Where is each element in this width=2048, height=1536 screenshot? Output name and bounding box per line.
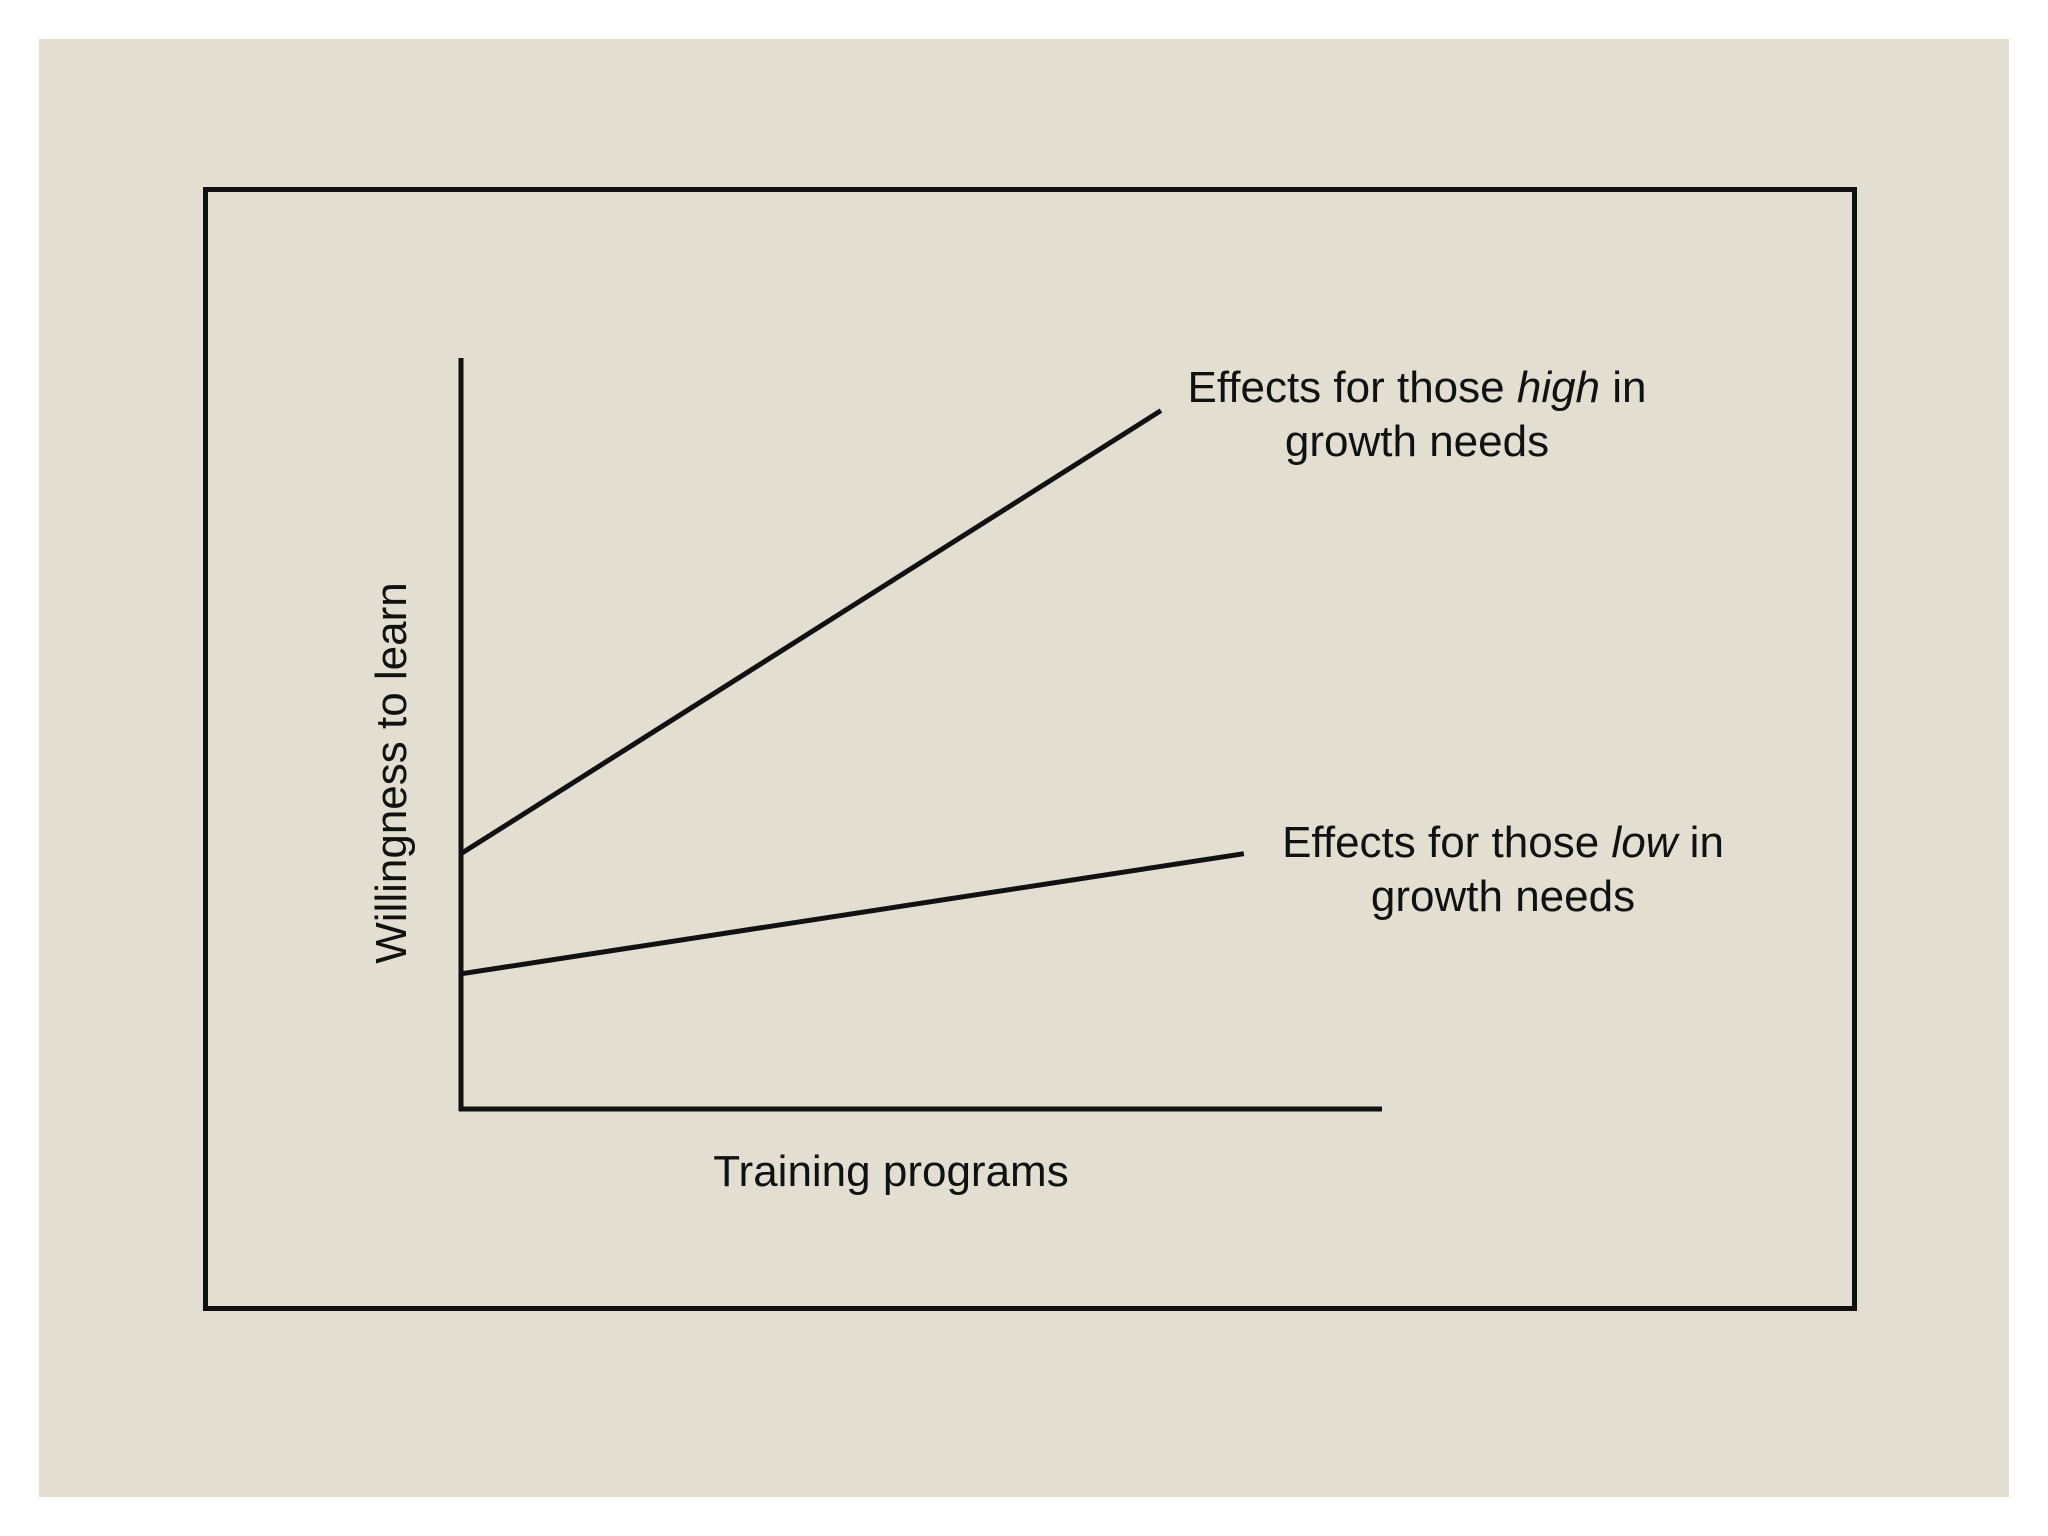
y-axis-label: Willingness to learn	[367, 582, 416, 964]
annotation-low-prefix: Effects for those	[1282, 818, 1611, 867]
annotation-high-line1: Effects for those high in	[1187, 363, 1646, 412]
x-axis-label: Training programs	[713, 1147, 1068, 1196]
figure-panel	[39, 39, 2009, 1497]
annotation-high-emphasis: high	[1517, 363, 1600, 412]
annotation-low-line2: growth needs	[1371, 872, 1635, 921]
annotation-high-line2: growth needs	[1285, 417, 1549, 466]
series-line-low	[460, 851, 1245, 977]
annotation-high-suffix: in	[1600, 363, 1646, 412]
annotation-high-prefix: Effects for those	[1187, 363, 1516, 412]
annotation-low-emphasis: low	[1611, 818, 1680, 867]
series-line-high	[459, 408, 1163, 856]
figure-frame	[203, 187, 1857, 1311]
annotation-low-line1: Effects for those low in	[1282, 818, 1724, 867]
annotation-low-suffix: in	[1677, 818, 1723, 867]
